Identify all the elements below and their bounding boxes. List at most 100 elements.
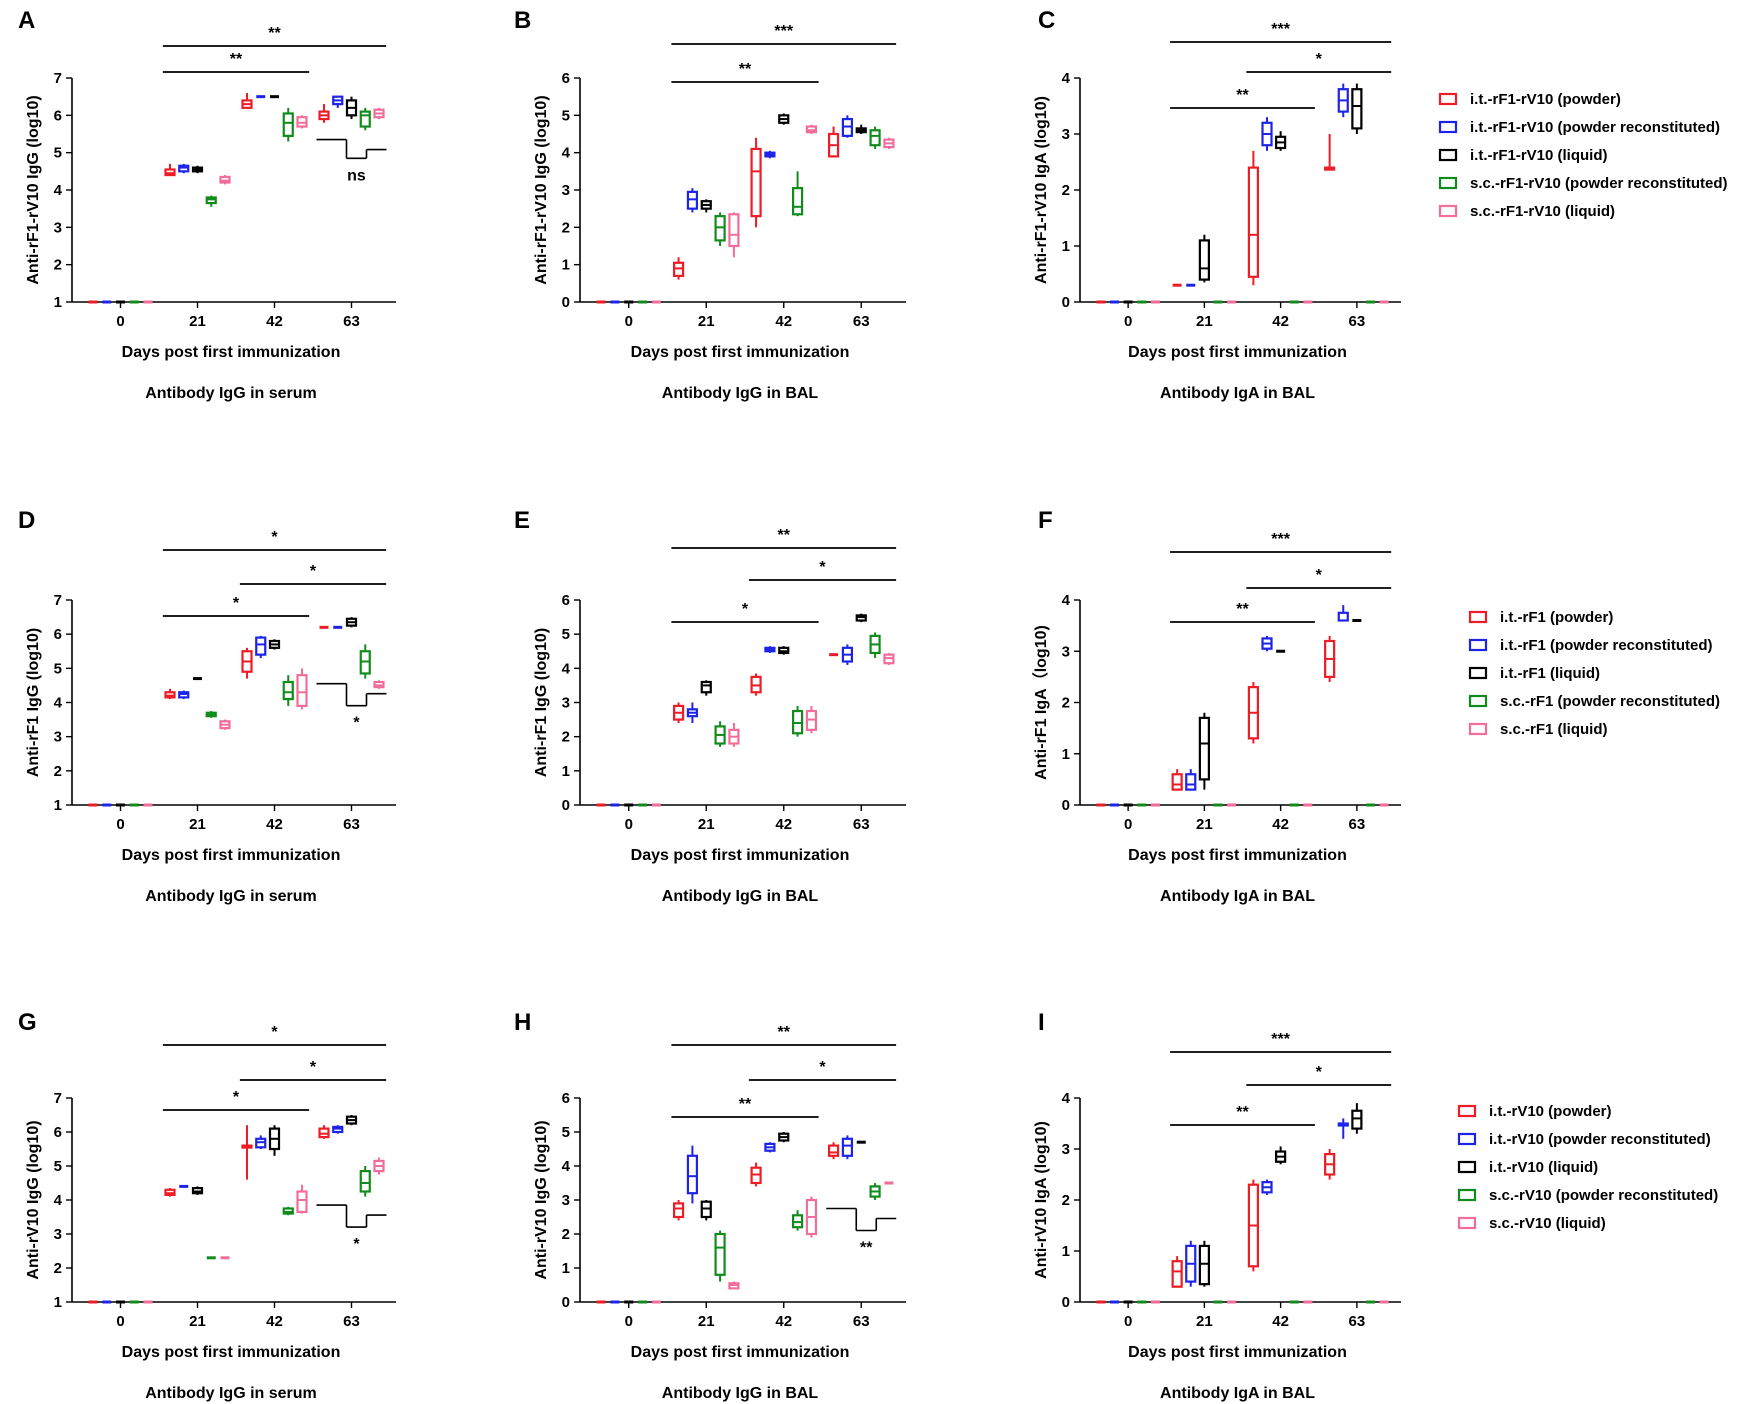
y-axis-title: Anti-rV10 IgA (log10) — [1033, 1121, 1050, 1279]
panel-letter: D — [18, 507, 35, 534]
box-body — [700, 680, 712, 694]
box-e-s3-c2 — [791, 705, 804, 737]
x-axis-title: Days post first immunization — [122, 847, 341, 864]
box-h-s2-c1 — [700, 1200, 712, 1221]
box-g-s2-c3 — [345, 1115, 358, 1126]
panel-letter: B — [514, 7, 531, 34]
box-a-s3-c1 — [205, 195, 217, 207]
sig-label: ** — [739, 1096, 752, 1113]
box-b-s1-c2 — [764, 150, 776, 159]
x-tick-label: 0 — [625, 313, 633, 330]
box-e-s3-c3 — [869, 632, 881, 659]
x-tick-label: 42 — [1272, 1313, 1289, 1330]
sig-label: ** — [268, 25, 281, 42]
x-tick-label: 42 — [1272, 816, 1289, 833]
box-h-s3-c1 — [714, 1230, 726, 1282]
box-h-s2-c2 — [778, 1132, 790, 1143]
legend-label: i.t.-rF1-rV10 (liquid) — [1470, 147, 1608, 164]
box-c-s1-c2 — [1261, 117, 1273, 151]
x-axis-title: Days post first immunization — [122, 1344, 341, 1361]
box-g-s0-c1 — [164, 1188, 176, 1197]
box-body — [359, 1169, 371, 1193]
x-tick-label: 42 — [266, 816, 283, 833]
legend-label: i.t.-rV10 (powder) — [1489, 1103, 1612, 1120]
box-i-s2-c3 — [1351, 1103, 1363, 1134]
x-tick-label: 42 — [775, 816, 792, 833]
box-body — [686, 1154, 699, 1195]
y-tick-label: 4 — [1062, 592, 1071, 609]
y-tick-label: 3 — [562, 182, 570, 199]
y-tick-label: 2 — [562, 219, 570, 236]
box-i-s2-c2 — [1275, 1146, 1287, 1165]
y-tick-label: 3 — [54, 729, 62, 746]
x-tick-label: 63 — [343, 816, 360, 833]
y-tick-label: 1 — [1062, 746, 1070, 763]
box-a-s2-c1 — [191, 165, 204, 174]
panel-caption: Antibody IgG in serum — [145, 385, 317, 402]
box-f-s1-c2 — [1261, 635, 1273, 652]
y-tick-label: 4 — [562, 1158, 571, 1175]
panel-caption: Antibody IgA in BAL — [1160, 888, 1315, 905]
x-tick-label: 21 — [1196, 313, 1213, 330]
box-f-s0-c3 — [1324, 635, 1336, 682]
box-a-s4-c1 — [219, 175, 231, 185]
y-tick-label: 1 — [1062, 238, 1070, 255]
box-b-s1-c1 — [686, 188, 699, 213]
box-i-s1-c3 — [1337, 1118, 1349, 1139]
box-f-s2-c1 — [1198, 712, 1210, 790]
box-d-s0-c2 — [241, 647, 253, 679]
y-tick-label: 2 — [54, 763, 62, 780]
panel-caption: Antibody IgA in BAL — [1160, 1385, 1315, 1402]
legend-label: s.c.-rV10 (powder reconstituted) — [1489, 1187, 1718, 1204]
box-body — [1351, 88, 1363, 130]
sig-label: ** — [739, 61, 752, 78]
legend-label: s.c.-rF1 (liquid) — [1500, 721, 1608, 738]
x-tick-label: 0 — [625, 816, 633, 833]
legend-swatch — [1457, 1188, 1477, 1202]
box-i-s0-c3 — [1324, 1149, 1336, 1180]
box-e-s2-c2 — [778, 646, 790, 655]
sig-label: ** — [1236, 87, 1249, 104]
box-g-s1-c2 — [255, 1135, 267, 1149]
legend-swatch — [1457, 1132, 1477, 1146]
box-g-s0-c2 — [241, 1125, 253, 1180]
box-c-s2-c2 — [1275, 131, 1287, 151]
legend-swatch — [1468, 722, 1488, 736]
box-i-s1-c2 — [1261, 1179, 1273, 1195]
box-f-s1-c3 — [1337, 605, 1349, 622]
box-b-s0-c2 — [750, 137, 762, 228]
y-tick-label: 2 — [562, 1226, 570, 1243]
box-d-s4-c1 — [219, 719, 231, 730]
box-g-s4-c3 — [373, 1157, 385, 1175]
box-b-s4-c1 — [728, 212, 740, 258]
x-tick-label: 63 — [343, 1313, 360, 1330]
y-axis-title: Anti-rF1-rV10 IgG (log10) — [533, 95, 550, 284]
box-e-s3-c1 — [714, 721, 726, 747]
x-tick-label: 0 — [116, 816, 124, 833]
legend-label: s.c.-rV10 (liquid) — [1489, 1215, 1606, 1232]
box-b-s2-c2 — [778, 113, 790, 125]
y-tick-label: 6 — [562, 70, 570, 87]
box-a-s0-c3 — [318, 104, 330, 123]
sig-label: * — [310, 1059, 317, 1076]
box-body — [282, 680, 294, 701]
box-b-s2-c1 — [700, 199, 712, 213]
y-tick-label: 0 — [562, 294, 570, 311]
box-body — [1337, 611, 1349, 622]
box-g-s0-c3 — [318, 1125, 330, 1139]
legend-label: i.t.-rF1-rV10 (powder) — [1470, 91, 1621, 108]
panel-h: H 0 1 2 3 4 5 6 0 21 42 63 Anti-rV10 IgG (log10) Days… — [514, 1009, 906, 1402]
sig-label: * — [353, 1236, 360, 1253]
x-tick-label: 0 — [1124, 313, 1132, 330]
box-b-s1-c3 — [841, 115, 854, 138]
box-h-s0-c3 — [827, 1142, 840, 1160]
x-axis-title: Days post first immunization — [122, 344, 341, 361]
y-tick-label: 1 — [562, 257, 570, 274]
sig-label: * — [271, 1024, 278, 1041]
y-tick-label: 2 — [54, 257, 62, 274]
x-tick-label: 21 — [189, 313, 206, 330]
box-h-s3-c2 — [791, 1210, 804, 1231]
panel-e: E 0 1 2 3 4 5 6 0 21 42 63 Anti-rF1 IgG (log10) Days … — [514, 507, 906, 905]
x-tick-label: 63 — [853, 1313, 870, 1330]
y-axis-title: Anti-rF1-rV10 IgA (log10) — [1033, 96, 1050, 284]
